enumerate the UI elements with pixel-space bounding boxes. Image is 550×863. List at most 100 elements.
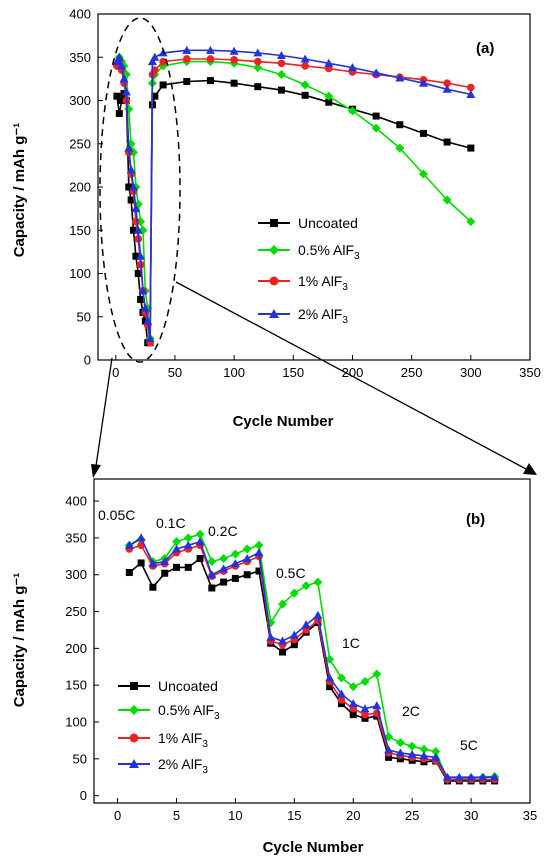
legend-b-uncoated: Uncoated — [118, 678, 218, 694]
legend-a-2-alf3-label: 2% AlF3 — [298, 306, 348, 326]
x-tick-label-a: 150 — [282, 365, 304, 380]
data-point-b-1 — [242, 544, 252, 554]
y-tick-label-b: 100 — [65, 715, 87, 730]
data-point-b-3 — [454, 772, 464, 781]
panel-label-b: (b) — [466, 511, 485, 528]
y-tick-label-a: 150 — [69, 223, 91, 238]
data-point-b-3 — [171, 544, 181, 553]
data-point-b-0 — [385, 753, 393, 761]
y-tick-label-a: 350 — [69, 50, 91, 65]
data-point-b-3 — [160, 556, 170, 565]
data-point-a-3 — [114, 52, 124, 61]
data-point-b-1 — [407, 741, 417, 751]
data-point-a-3 — [466, 89, 476, 98]
x-tick-label-a: 300 — [460, 365, 482, 380]
rate-label-5c: 5C — [460, 737, 478, 753]
y-tick-label-b: 200 — [65, 641, 87, 656]
legend-b: Uncoated 0.5% AlF3 1% AlF3 2% AlF3 — [118, 678, 220, 776]
data-point-b-1 — [195, 529, 205, 539]
x-tick-label-b: 30 — [464, 808, 478, 823]
data-point-a-0 — [301, 91, 309, 99]
x-tick-label-b: 35 — [523, 808, 537, 823]
data-point-a-1 — [324, 91, 334, 101]
data-point-a-3 — [324, 58, 334, 67]
data-point-b-3 — [443, 772, 453, 781]
data-point-a-0 — [396, 121, 404, 129]
data-point-a-3 — [145, 333, 155, 342]
data-point-b-0 — [243, 571, 251, 579]
legend-b-2-alf3-label: 2% AlF3 — [158, 756, 208, 776]
data-point-a-3 — [205, 45, 215, 54]
data-point-b-3 — [466, 772, 476, 781]
data-point-b-1 — [395, 738, 405, 748]
data-point-a-0 — [151, 92, 159, 100]
data-point-a-3 — [442, 84, 452, 93]
data-point-b-3 — [148, 559, 158, 568]
data-point-b-3 — [419, 751, 429, 760]
legend-b-2-alf3: 2% AlF3 — [118, 756, 208, 776]
data-point-b-0 — [290, 641, 298, 649]
x-axis-label-b: Cycle Number — [263, 839, 364, 856]
data-point-a-0 — [132, 252, 140, 260]
data-point-b-0 — [255, 567, 263, 575]
data-point-a-0 — [467, 144, 475, 152]
data-point-a-0 — [230, 79, 238, 87]
data-point-a-2 — [253, 57, 262, 66]
data-point-a-0 — [130, 226, 138, 234]
data-point-a-0 — [125, 183, 133, 191]
data-point-b-3 — [325, 673, 335, 682]
plot-area-a — [112, 45, 476, 347]
y-tick-label-a: 400 — [69, 7, 91, 22]
data-point-b-0 — [149, 583, 157, 591]
zoom-highlight-ellipse — [99, 17, 181, 363]
data-point-b-3 — [254, 548, 264, 557]
data-point-b-3 — [195, 537, 205, 546]
data-point-b-3 — [289, 630, 299, 639]
data-point-b-0 — [161, 569, 169, 577]
data-point-a-2 — [467, 83, 475, 92]
rate-label-0-2c: 0.2C — [208, 523, 238, 539]
data-point-b-1 — [348, 682, 358, 692]
data-point-b-1 — [230, 549, 240, 559]
data-point-a-3 — [140, 303, 150, 312]
rate-label-2c: 2C — [402, 703, 420, 719]
x-tick-label-a: 200 — [342, 365, 364, 380]
y-tick-label-a: 100 — [69, 266, 91, 281]
data-point-b-3 — [336, 689, 346, 698]
legend-a-0-5-alf3-label: 0.5% AlF3 — [298, 242, 360, 262]
y-tick-label-b: 300 — [65, 567, 87, 582]
data-point-a-1 — [395, 143, 405, 153]
data-point-a-3 — [276, 51, 286, 60]
x-tick-label-b: 25 — [405, 808, 419, 823]
data-point-b-1 — [360, 677, 370, 686]
rate-label-0-1c: 0.1C — [156, 515, 186, 531]
y-tick-label-a: 50 — [77, 309, 91, 324]
y-tick-label-b: 350 — [65, 530, 87, 545]
data-point-b-1 — [301, 581, 311, 591]
data-point-b-1 — [219, 554, 229, 564]
legend-b-0-5-alf3: 0.5% AlF3 — [118, 702, 220, 722]
data-point-a-1 — [442, 195, 452, 205]
legend-b-0-5-alf3-label: 0.5% AlF3 — [158, 702, 220, 722]
data-point-b-0 — [326, 683, 334, 691]
data-point-b-1 — [254, 540, 264, 550]
legend-a-2-alf3: 2% AlF3 — [258, 306, 348, 326]
plot-frame-b — [93, 478, 531, 804]
data-point-b-3 — [124, 540, 134, 549]
y-tick-label-b: 0 — [80, 788, 87, 803]
legend-a-uncoated-label: Uncoated — [298, 215, 358, 231]
y-tick-label-b: 150 — [65, 678, 87, 693]
data-point-b-3 — [490, 772, 500, 781]
data-point-a-0 — [183, 77, 191, 85]
data-point-b-0 — [137, 559, 145, 567]
data-point-b-3 — [407, 749, 417, 758]
data-point-a-3 — [143, 316, 153, 325]
data-point-a-1 — [253, 63, 263, 73]
series-line-a-1 — [116, 55, 472, 339]
data-point-b-1 — [372, 669, 382, 679]
data-point-a-3 — [119, 74, 129, 83]
data-point-a-0 — [443, 138, 451, 146]
data-point-b-0 — [349, 711, 357, 719]
legend-a-1-alf3-label: 1% AlF3 — [298, 273, 348, 293]
